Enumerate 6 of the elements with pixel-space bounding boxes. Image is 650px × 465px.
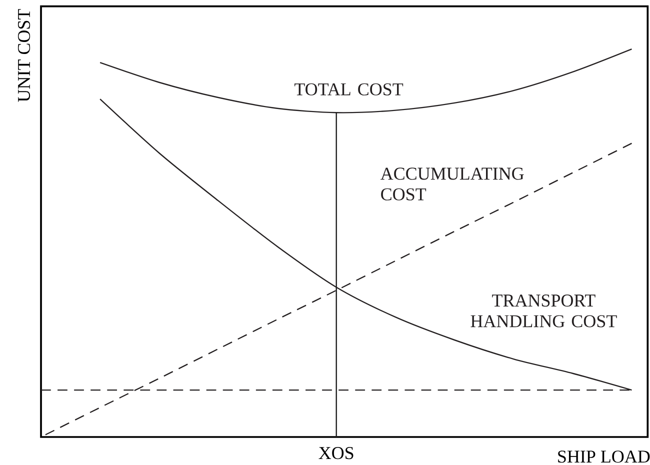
x-axis-title: SHIP LOAD: [558, 450, 650, 463]
series-label: TOTAL COST: [294, 83, 404, 96]
series-label: ACCUMULATING COST: [380, 168, 524, 200]
y-axis-title: UNIT COST: [18, 9, 30, 102]
text: XOS: [318, 447, 354, 460]
series-label: TRANSPORT HANDLING COST: [470, 294, 617, 328]
